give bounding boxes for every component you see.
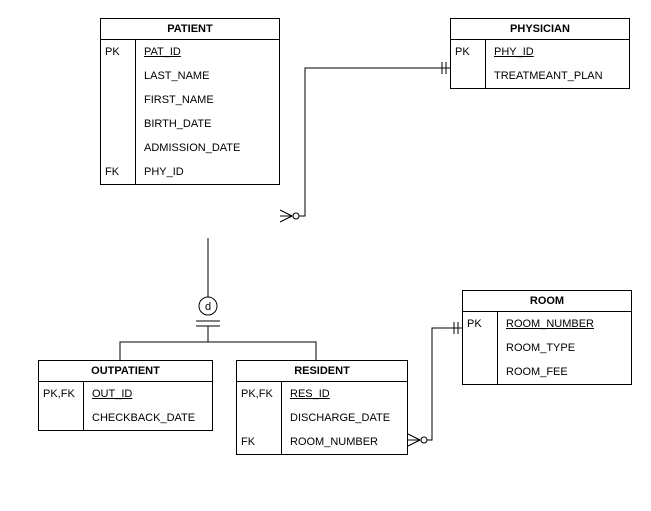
- entity-resident: RESIDENT PK,FK FK RES_ID DISCHARGE_DATE …: [236, 360, 408, 455]
- edge-subtype-resident: [208, 326, 316, 360]
- resident-attr-0: RES_ID: [282, 382, 407, 406]
- room-attr-1: ROOM_TYPE: [498, 336, 631, 360]
- one-bar-icon: [442, 62, 446, 74]
- resident-key-0: PK,FK: [237, 382, 281, 406]
- patient-key-1: [101, 64, 135, 88]
- physician-key-0: PK: [451, 40, 485, 64]
- subtype-circle-icon: [199, 297, 217, 315]
- edge-patient-physician: [280, 68, 450, 216]
- outpatient-attr-0: OUT_ID: [84, 382, 212, 406]
- physician-attr-0: PHY_ID: [486, 40, 629, 64]
- outpatient-key-1: [39, 406, 83, 430]
- patient-key-0: PK: [101, 40, 135, 64]
- edge-subtype-outpatient: [120, 326, 208, 360]
- patient-attr-3: BIRTH_DATE: [136, 112, 279, 136]
- patient-key-5: FK: [101, 160, 135, 184]
- entity-room-title: ROOM: [463, 291, 631, 312]
- entity-outpatient-title: OUTPATIENT: [39, 361, 212, 382]
- physician-key-1: [451, 64, 485, 88]
- resident-attr-1: DISCHARGE_DATE: [282, 406, 407, 430]
- room-key-0: PK: [463, 312, 497, 336]
- resident-key-2: FK: [237, 430, 281, 454]
- physician-attr-1: TREATMEANT_PLAN: [486, 64, 629, 88]
- outpatient-attr-1: CHECKBACK_DATE: [84, 406, 212, 430]
- crowfoot-icon: [280, 210, 299, 222]
- entity-room: ROOM PK ROOM_NUMBER ROOM_TYPE ROOM_FEE: [462, 290, 632, 385]
- crowfoot-icon: [408, 434, 427, 446]
- patient-key-2: [101, 88, 135, 112]
- one-bar-icon: [454, 322, 458, 334]
- room-key-1: [463, 336, 497, 360]
- entity-outpatient: OUTPATIENT PK,FK OUT_ID CHECKBACK_DATE: [38, 360, 213, 431]
- edge-resident-room: [408, 328, 462, 440]
- entity-physician: PHYSICIAN PK PHY_ID TREATMEANT_PLAN: [450, 18, 630, 89]
- patient-attr-5: PHY_ID: [136, 160, 279, 184]
- outpatient-key-0: PK,FK: [39, 382, 83, 406]
- patient-attr-2: FIRST_NAME: [136, 88, 279, 112]
- entity-patient-title: PATIENT: [101, 19, 279, 40]
- er-diagram-canvas: PATIENT PK FK PAT_ID LAST_NAME FIRST_NAM…: [0, 0, 651, 511]
- patient-key-4: [101, 136, 135, 160]
- patient-attr-1: LAST_NAME: [136, 64, 279, 88]
- patient-attr-0: PAT_ID: [136, 40, 279, 64]
- room-attr-2: ROOM_FEE: [498, 360, 631, 384]
- subtype-label: d: [205, 301, 211, 313]
- resident-key-1: [237, 406, 281, 430]
- resident-attr-2: ROOM_NUMBER: [282, 430, 407, 454]
- patient-attr-4: ADMISSION_DATE: [136, 136, 279, 160]
- entity-physician-title: PHYSICIAN: [451, 19, 629, 40]
- patient-key-3: [101, 112, 135, 136]
- entity-patient: PATIENT PK FK PAT_ID LAST_NAME FIRST_NAM…: [100, 18, 280, 185]
- room-attr-0: ROOM_NUMBER: [498, 312, 631, 336]
- room-key-2: [463, 360, 497, 384]
- entity-resident-title: RESIDENT: [237, 361, 407, 382]
